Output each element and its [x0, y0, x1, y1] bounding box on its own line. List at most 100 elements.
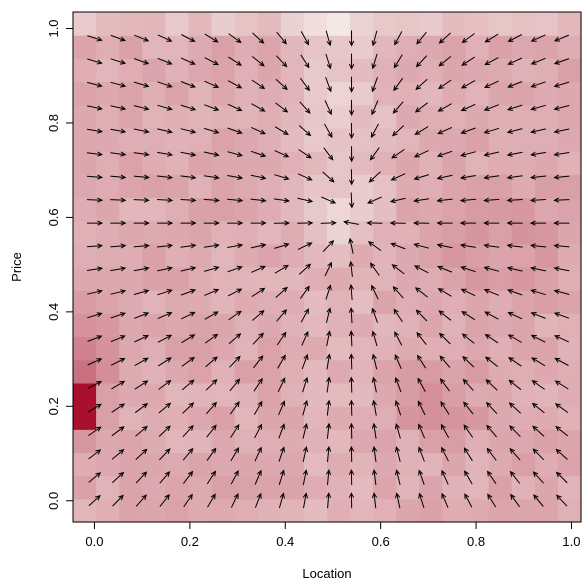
x-tick-label: 0.4 — [276, 534, 294, 549]
heatmap-cell — [211, 382, 236, 407]
vector-arrow — [554, 357, 569, 366]
vector-arrow — [228, 333, 242, 345]
vector-arrow — [325, 445, 332, 462]
heatmap-cell — [350, 406, 374, 430]
heatmap-cell — [419, 452, 444, 477]
vector-arrow — [251, 287, 266, 298]
vector-arrow — [555, 448, 568, 460]
heatmap-cell — [419, 429, 444, 454]
vector-arrow — [182, 424, 194, 438]
heatmap-cell — [396, 81, 420, 106]
heatmap-cell — [234, 197, 259, 222]
vector-arrow — [298, 149, 312, 159]
vector-arrow — [110, 81, 127, 88]
vector-arrow — [88, 426, 102, 437]
heatmap-cell — [142, 220, 166, 245]
vector-arrow — [484, 311, 499, 320]
heatmap-cell — [188, 452, 213, 477]
vector-arrow — [348, 260, 354, 277]
heatmap-cell — [303, 35, 328, 59]
heatmap-cell — [303, 498, 328, 523]
vector-arrow — [460, 127, 476, 135]
heatmap-cell — [96, 290, 120, 314]
heatmap-cell — [257, 475, 282, 500]
vector-arrow — [483, 80, 499, 88]
heatmap-cell — [488, 58, 513, 83]
heatmap-cell — [465, 336, 490, 361]
vector-arrow — [206, 401, 218, 415]
vector-arrow — [413, 242, 430, 249]
heatmap-cell — [396, 174, 420, 199]
heatmap-cell — [396, 313, 420, 338]
heatmap-cell — [373, 35, 397, 59]
heatmap-cell — [442, 58, 467, 83]
heatmap-cell — [488, 174, 513, 199]
heatmap-cell — [465, 104, 490, 129]
heatmap-cell — [511, 406, 536, 430]
vector-arrow — [87, 403, 102, 413]
heatmap-cell — [557, 174, 582, 199]
vector-arrow — [553, 151, 570, 157]
heatmap-cell — [280, 313, 305, 338]
vector-arrow — [110, 128, 127, 134]
heatmap-layer — [73, 12, 582, 523]
vector-arrow — [158, 402, 172, 414]
x-tick-label: 0.8 — [467, 534, 485, 549]
heatmap-cell — [165, 267, 190, 291]
heatmap-cell — [96, 429, 120, 454]
vector-arrow — [180, 243, 197, 249]
heatmap-cell — [165, 243, 190, 268]
vector-arrow — [463, 424, 474, 438]
vector-arrow — [157, 289, 173, 296]
vector-arrow — [87, 380, 103, 390]
vector-arrow — [348, 99, 355, 117]
heatmap-cell — [442, 498, 467, 523]
heatmap-cell — [119, 359, 143, 384]
vector-arrow — [438, 332, 451, 345]
vector-arrow — [508, 379, 522, 391]
heatmap-cell — [327, 127, 351, 152]
vector-arrow — [227, 243, 244, 249]
vector-arrow — [325, 53, 332, 70]
vector-arrow — [371, 307, 378, 323]
vector-arrow — [506, 128, 523, 134]
vector-arrow — [180, 197, 197, 203]
heatmap-cell — [350, 35, 374, 59]
heatmap-cell — [303, 104, 328, 129]
vector-arrow — [439, 378, 450, 392]
heatmap-cell — [557, 58, 582, 83]
heatmap-cell — [534, 336, 559, 361]
heatmap-cell — [234, 267, 259, 291]
heatmap-cell — [465, 267, 490, 291]
vector-arrow — [553, 105, 570, 111]
vector-arrow — [530, 151, 546, 157]
heatmap-cell — [211, 475, 236, 500]
vector-arrow — [181, 34, 196, 42]
vector-arrow — [506, 243, 523, 249]
vector-arrow — [529, 220, 546, 226]
vector-arrow — [135, 494, 147, 507]
vector-arrows-layer — [86, 30, 570, 509]
vector-arrow — [273, 220, 291, 226]
vector-arrow — [180, 57, 196, 65]
vector-arrow — [348, 330, 355, 347]
vector-arrow — [227, 151, 243, 157]
vector-arrow — [180, 81, 196, 88]
vector-arrow — [530, 334, 546, 343]
vector-arrow — [297, 220, 314, 226]
heatmap-cell — [280, 452, 305, 477]
vector-arrow — [275, 55, 288, 68]
vector-arrow — [299, 101, 311, 114]
vector-arrow — [371, 445, 378, 462]
vector-arrow — [506, 174, 523, 180]
vector-arrow — [183, 470, 194, 484]
vector-arrow — [553, 81, 570, 88]
vector-arrow — [485, 401, 498, 415]
heatmap-cell — [465, 359, 490, 384]
vector-arrow — [506, 151, 523, 157]
vector-arrow — [300, 31, 310, 46]
vector-arrow — [277, 354, 286, 369]
vector-arrow — [227, 80, 243, 89]
heatmap-cell — [557, 406, 582, 430]
vector-arrow — [254, 446, 262, 462]
